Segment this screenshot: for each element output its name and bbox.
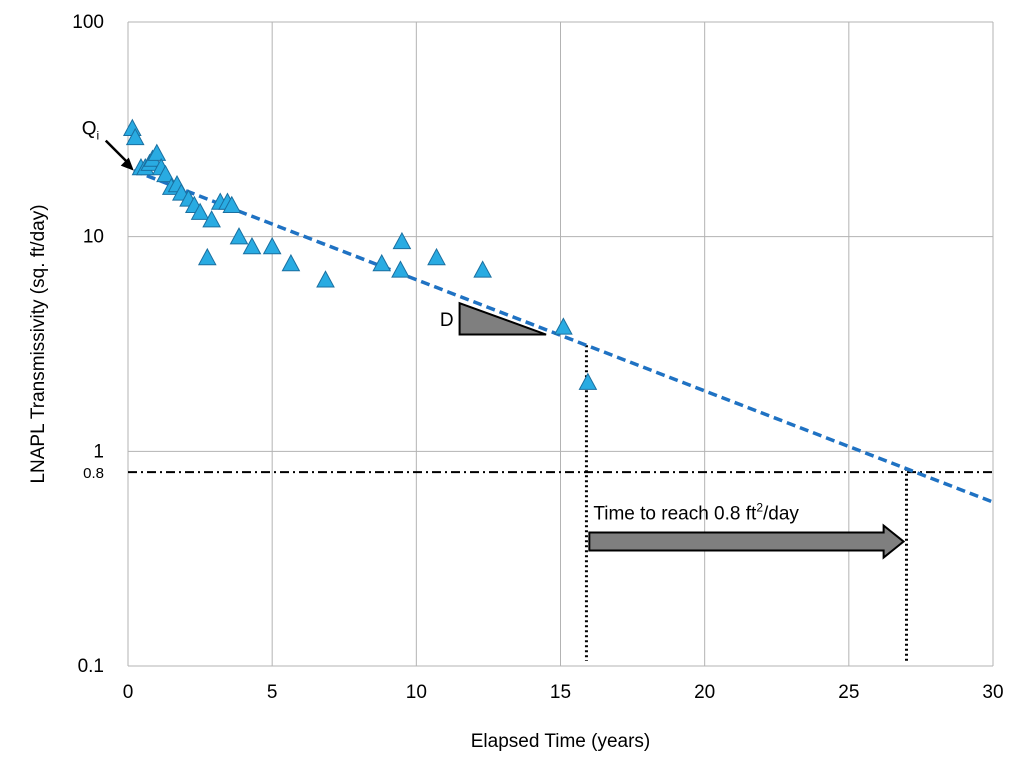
annotations bbox=[104, 139, 906, 560]
x-tick-label: 10 bbox=[406, 682, 427, 703]
trend-line bbox=[133, 169, 994, 504]
qi-main: Q bbox=[82, 119, 97, 140]
data-point bbox=[262, 236, 282, 255]
qi-subscript: i bbox=[97, 129, 100, 143]
y-tick-label: 100 bbox=[72, 12, 104, 33]
y-tick-labels: 0.1 1 10 100 bbox=[72, 12, 104, 677]
x-tick-label: 30 bbox=[982, 682, 1003, 703]
qi-arrowhead bbox=[120, 157, 134, 171]
data-point bbox=[554, 317, 573, 335]
arrow-caption-main: Time to reach 0.8 ft bbox=[593, 504, 757, 525]
data-points bbox=[122, 118, 598, 390]
x-tick-label: 5 bbox=[267, 682, 278, 703]
data-point bbox=[372, 253, 392, 272]
data-point bbox=[197, 247, 217, 266]
y-tick-label: 0.1 bbox=[78, 656, 104, 677]
data-point bbox=[473, 260, 492, 278]
grid bbox=[127, 21, 994, 667]
data-point bbox=[427, 247, 446, 266]
data-point bbox=[242, 236, 262, 255]
arrow-caption: Time to reach 0.8 ft2/day bbox=[593, 501, 799, 525]
data-point bbox=[190, 202, 210, 220]
y-tick-label: 1 bbox=[93, 441, 104, 462]
x-tick-label: 20 bbox=[694, 682, 715, 703]
data-point bbox=[122, 118, 142, 136]
data-point bbox=[392, 231, 412, 250]
x-tick-label: 0 bbox=[123, 682, 134, 703]
data-point bbox=[316, 270, 335, 288]
slope-label: D bbox=[440, 310, 454, 331]
data-point bbox=[156, 164, 175, 183]
time-marker-lines bbox=[584, 345, 908, 661]
reference-line-label: 0.8 bbox=[83, 465, 104, 482]
time-arrow bbox=[588, 523, 906, 560]
x-axis-title: Elapsed Time (years) bbox=[471, 731, 651, 752]
data-point bbox=[147, 143, 167, 161]
reference-line-group: 0.8 bbox=[83, 465, 993, 482]
x-tick-label: 25 bbox=[838, 682, 859, 703]
qi-label: Qi bbox=[82, 119, 99, 143]
y-tick-label: 10 bbox=[83, 227, 104, 248]
data-point bbox=[391, 260, 410, 278]
data-point bbox=[222, 195, 242, 214]
qi-arrow-line bbox=[104, 139, 129, 164]
data-point bbox=[125, 127, 145, 146]
arrow-caption-sup: 2 bbox=[756, 501, 763, 515]
x-tick-label: 15 bbox=[550, 682, 571, 703]
arrow-caption-end: /day bbox=[763, 504, 799, 525]
data-point bbox=[578, 372, 598, 390]
slope-triangle bbox=[458, 301, 547, 336]
data-point bbox=[229, 227, 249, 245]
data-point bbox=[281, 253, 301, 272]
x-tick-labels: 0 5 10 15 20 25 30 bbox=[123, 682, 1004, 703]
trend-line-group bbox=[133, 169, 994, 504]
data-point bbox=[202, 210, 221, 228]
y-axis-title: LNAPL Transmissivity (sq. ft/day) bbox=[28, 204, 49, 483]
